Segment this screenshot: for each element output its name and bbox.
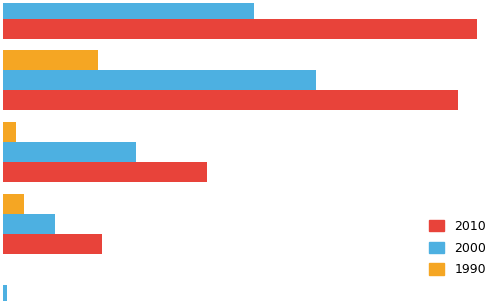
Bar [3,234,102,254]
Bar [3,122,16,142]
Bar [3,90,458,110]
Bar [3,285,6,304]
Bar [3,194,23,214]
Bar [3,50,98,70]
Legend: 2010, 2000, 1990: 2010, 2000, 1990 [426,216,490,280]
Bar [3,142,136,162]
Bar [3,70,316,90]
Bar [3,0,254,19]
Bar [3,19,477,39]
Bar [3,162,207,182]
Bar [3,214,55,234]
